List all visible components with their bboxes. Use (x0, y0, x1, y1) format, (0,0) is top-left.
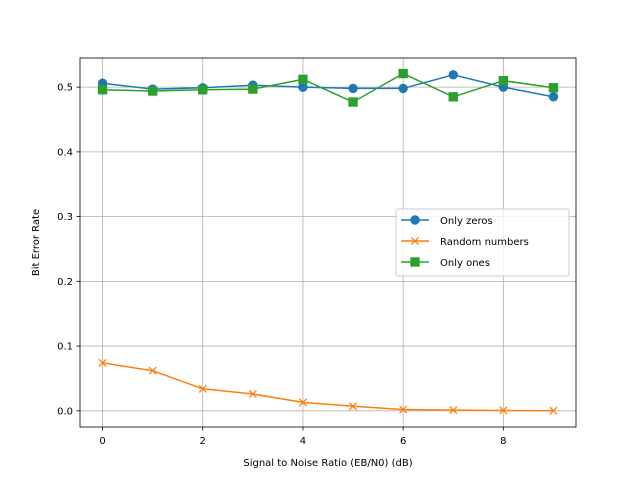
legend-item-only-zeros: Only zeros (401, 215, 493, 227)
plot-area-frame (79, 57, 577, 428)
data-point-only-ones-4 (298, 74, 308, 85)
y-tick-label-5: 0.5 (57, 83, 73, 94)
data-point-random-numbers-9 (549, 406, 558, 415)
legend-label-only-zeros: Only zeros (440, 216, 493, 227)
legend-marker-random-numbers (410, 236, 420, 246)
series-line-only-zeros (101, 74, 555, 98)
data-point-random-numbers-1 (148, 366, 157, 375)
data-point-random-numbers-0 (98, 358, 107, 367)
legend-item-only-ones: Only ones (401, 257, 490, 269)
data-point-random-numbers-8 (499, 406, 508, 415)
data-point-only-ones-3 (248, 84, 258, 94)
data-point-only-ones-5 (348, 97, 358, 107)
legend-items: Only zeros Random numbers Only ones (401, 215, 529, 269)
data-point-only-ones-1 (147, 86, 158, 96)
data-point-only-zeros-9 (548, 92, 559, 102)
series-line-only-ones (101, 72, 555, 103)
data-series (97, 68, 559, 415)
data-point-random-numbers-3 (248, 389, 257, 399)
data-point-only-ones-2 (198, 85, 208, 95)
legend-item-random-numbers: Random numbers (401, 237, 529, 248)
data-point-random-numbers-6 (399, 405, 408, 414)
data-point-only-ones-8 (498, 75, 509, 86)
x-tick-label-1: 2 (200, 436, 206, 447)
y-tick-label-1: 0.1 (57, 342, 73, 353)
data-point-only-ones-0 (97, 85, 108, 95)
legend-marker-only-ones (410, 257, 420, 267)
legend-label-random-numbers: Random numbers (440, 237, 529, 248)
y-tick-label-3: 0.3 (57, 212, 73, 223)
legend-box (395, 208, 570, 277)
x-axis-label: Signal to Noise Ratio (EB/N0) (dB) (243, 458, 412, 469)
x-tick-label-0: 0 (99, 436, 105, 447)
y-tick-label-0: 0.0 (57, 406, 73, 417)
data-point-only-ones-9 (548, 83, 559, 93)
legend-marker-only-zeros (410, 215, 420, 225)
y-axis-label: Bit Error Rate (31, 209, 42, 276)
data-point-random-numbers-7 (449, 406, 458, 415)
x-axis-ticks: 0 2 4 6 8 (99, 427, 507, 447)
x-tick-label-3: 6 (400, 436, 406, 447)
data-point-only-zeros-6 (398, 83, 408, 94)
data-point-only-ones-7 (448, 92, 458, 102)
data-point-only-zeros-5 (348, 83, 358, 94)
data-point-only-zeros-7 (448, 70, 458, 80)
data-point-only-ones-6 (398, 68, 408, 79)
legend: Only zeros Random numbers Only ones (395, 208, 570, 277)
data-point-only-zeros-4 (298, 82, 308, 92)
series-only-ones (97, 68, 559, 107)
x-tick-label-4: 8 (500, 436, 506, 447)
series-random-numbers (98, 358, 558, 415)
data-point-random-numbers-5 (348, 402, 358, 411)
series-line-random-numbers (101, 362, 555, 412)
data-point-random-numbers-2 (198, 384, 207, 393)
x-tick-label-2: 4 (300, 436, 306, 447)
y-axis-ticks: 0.0 0.1 0.2 0.3 0.4 0.5 (57, 83, 80, 417)
y-tick-label-4: 0.4 (57, 147, 73, 158)
legend-label-only-ones: Only ones (440, 258, 490, 269)
y-tick-label-2: 0.2 (57, 277, 73, 288)
data-point-random-numbers-4 (298, 398, 308, 407)
